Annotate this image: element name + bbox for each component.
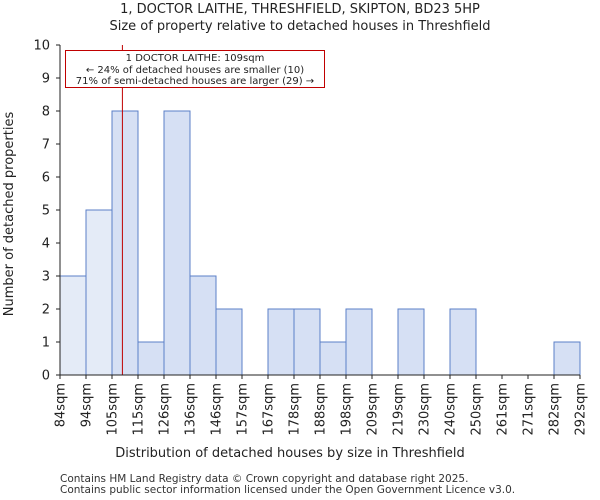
x-tick-label: 271sqm (522, 383, 537, 436)
histogram-chart: 0 1 2 3 4 5 6 7 8 9 10 84sqm 94sqm 105sqm 115sqm 126sq… (2, 39, 589, 462)
annotation-line-2: ← 24% of detached houses are smaller (10… (85, 64, 305, 76)
x-axis-label: Distribution of detached houses by size … (115, 446, 465, 461)
y-tick-label: 6 (42, 171, 50, 186)
x-tick-label: 292sqm (574, 383, 589, 436)
x-tick-label: 261sqm (496, 383, 511, 436)
histogram-bar (267, 308, 295, 376)
x-tick-label: 188sqm (314, 383, 329, 436)
x-tick-label: 198sqm (340, 383, 355, 436)
x-tick-label: 167sqm (262, 383, 277, 436)
x-tick-label: 105sqm (106, 383, 121, 436)
histogram-bar (137, 341, 165, 376)
y-tick-label: 1 (42, 336, 50, 351)
annotation-line-3: 71% of semi-detached houses are larger (… (75, 76, 315, 87)
histogram-bar (319, 341, 347, 376)
x-tick-label: 250sqm (470, 383, 485, 436)
histogram-bar (85, 209, 113, 376)
y-tick-label: 2 (42, 303, 50, 318)
x-tick-label: 94sqm (80, 383, 95, 427)
y-tick-label: 7 (42, 138, 50, 153)
histogram-bar (553, 341, 581, 376)
x-tick-label: 282sqm (548, 383, 563, 436)
histogram-bar (293, 308, 321, 376)
chart-title: 1, DOCTOR LAITHE, THRESHFIELD, SKIPTON, … (120, 2, 480, 17)
annotation-box: 1 DOCTOR LAITHE: 109sqm ← 24% of detache… (65, 50, 325, 88)
y-tick-label: 0 (42, 369, 50, 384)
x-tick-label: 157sqm (236, 383, 251, 436)
x-tick-label: 115sqm (132, 383, 147, 436)
x-tick-label: 230sqm (418, 383, 433, 436)
histogram-bar (449, 308, 477, 376)
x-tick-label: 219sqm (392, 383, 407, 436)
x-tick-label: 146sqm (210, 383, 225, 436)
y-tick-label: 5 (42, 204, 50, 219)
y-tick-label: 4 (42, 237, 50, 252)
x-tick-label: 240sqm (444, 383, 459, 436)
x-tick-label: 84sqm (54, 383, 69, 427)
histogram-bar (345, 308, 373, 376)
y-tick-label: 8 (42, 105, 50, 120)
footer-line-2: Contains public sector information licen… (60, 484, 516, 496)
x-tick-label: 209sqm (366, 383, 381, 436)
footer-line-1: Contains HM Land Registry data © Crown c… (60, 473, 469, 485)
histogram-bar (189, 275, 217, 376)
histogram-bar (397, 308, 425, 376)
x-tick-label: 136sqm (184, 383, 199, 436)
histogram-bar (59, 275, 87, 376)
y-tick-label: 10 (33, 39, 50, 54)
histogram-bar (215, 308, 243, 376)
y-tick-label: 9 (42, 72, 50, 87)
histogram-bar (111, 110, 139, 376)
y-tick-label: 3 (42, 270, 50, 285)
histogram-bar (163, 110, 191, 376)
x-tick-label: 126sqm (158, 383, 173, 436)
annotation-line-1: 1 DOCTOR LAITHE: 109sqm (125, 53, 265, 64)
chart-subtitle: Size of property relative to detached ho… (109, 19, 491, 34)
y-axis-label: Number of detached properties (2, 112, 17, 317)
x-tick-label: 178sqm (288, 383, 303, 436)
